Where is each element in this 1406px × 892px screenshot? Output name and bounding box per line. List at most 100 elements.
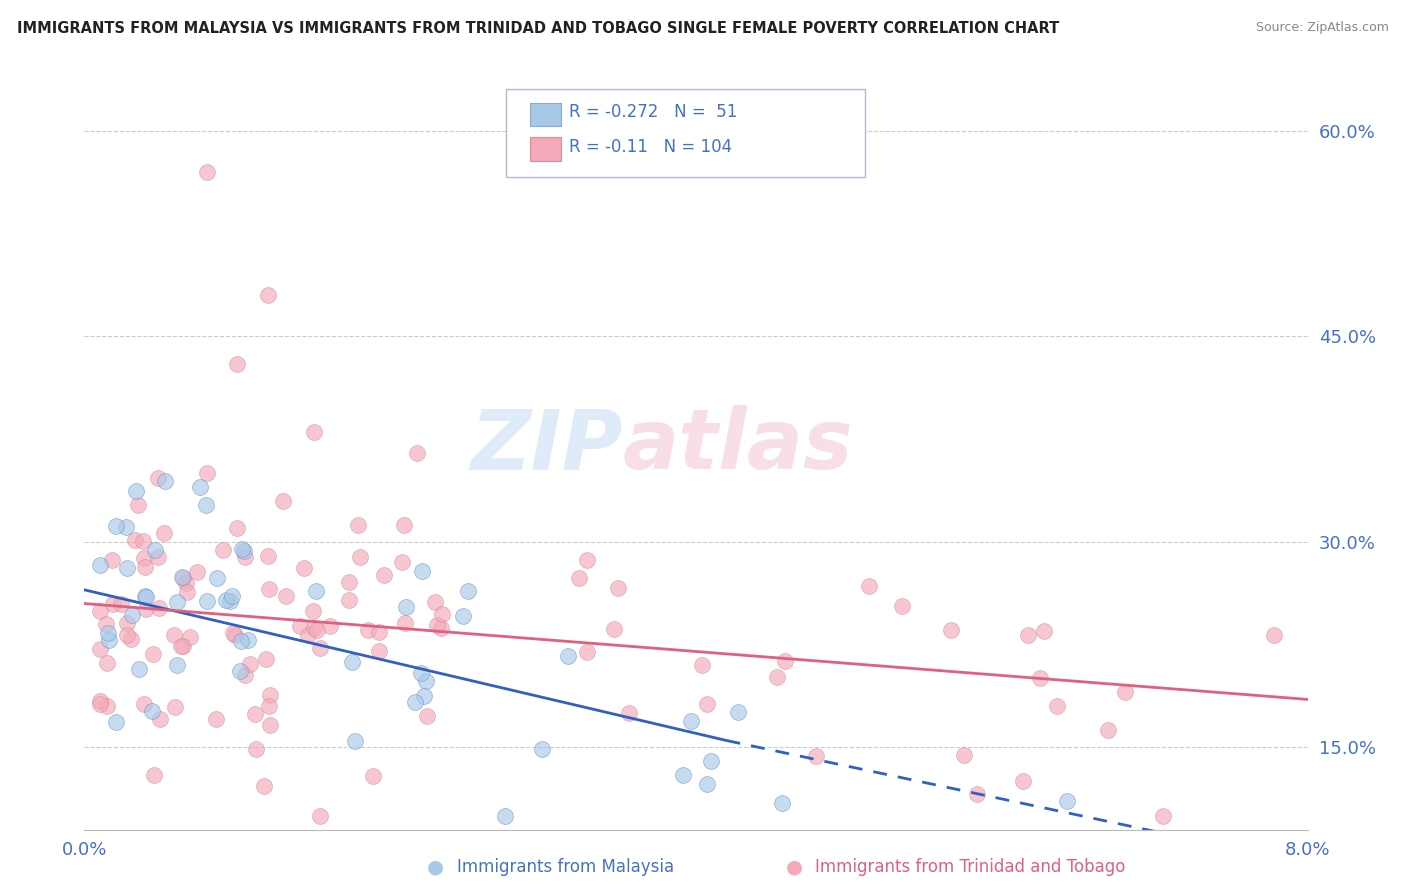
Point xyxy=(966,787,988,801)
Point xyxy=(253,780,276,794)
Point xyxy=(195,498,218,512)
Point xyxy=(373,568,395,582)
Point xyxy=(128,662,150,676)
Point xyxy=(115,560,138,574)
Point xyxy=(163,628,186,642)
Point xyxy=(337,575,360,590)
Point xyxy=(302,425,325,440)
Point xyxy=(94,616,117,631)
Text: atlas: atlas xyxy=(623,406,853,486)
Point xyxy=(221,589,243,603)
Point xyxy=(174,575,197,590)
Point xyxy=(120,632,142,646)
Point xyxy=(211,543,233,558)
Point xyxy=(146,471,169,485)
Point xyxy=(765,670,787,684)
Point xyxy=(939,623,962,637)
Point xyxy=(1017,628,1039,642)
Point xyxy=(308,640,330,655)
Point xyxy=(233,668,256,682)
Text: Source: ZipAtlas.com: Source: ZipAtlas.com xyxy=(1256,21,1389,35)
Point xyxy=(557,648,579,663)
Point xyxy=(148,601,170,615)
Point xyxy=(104,715,127,730)
Text: IMMIGRANTS FROM MALAYSIA VS IMMIGRANTS FROM TRINIDAD AND TOBAGO SINGLE FEMALE PO: IMMIGRANTS FROM MALAYSIA VS IMMIGRANTS F… xyxy=(17,21,1059,37)
Point xyxy=(239,657,262,672)
Point xyxy=(127,498,149,512)
Point xyxy=(176,585,198,599)
Point xyxy=(257,288,280,302)
Point xyxy=(305,624,328,638)
Point xyxy=(231,541,253,556)
Point xyxy=(1046,698,1069,713)
Point xyxy=(890,599,912,613)
Point xyxy=(226,521,249,535)
Point xyxy=(134,560,156,574)
Point xyxy=(197,594,219,608)
Point xyxy=(415,674,437,689)
Point xyxy=(149,712,172,726)
Point xyxy=(411,565,433,579)
Point xyxy=(775,654,797,668)
Point xyxy=(804,749,827,764)
Point xyxy=(257,549,280,563)
Point xyxy=(297,628,319,642)
Point xyxy=(576,645,599,659)
Point xyxy=(101,553,124,567)
Point xyxy=(205,571,228,585)
Point xyxy=(305,583,328,598)
Point xyxy=(132,533,155,548)
Point xyxy=(603,622,626,636)
Point xyxy=(124,533,146,548)
Point xyxy=(141,704,163,718)
Point xyxy=(357,623,380,637)
Point xyxy=(406,446,429,460)
Point xyxy=(531,742,554,756)
Point xyxy=(368,625,391,640)
Text: ●: ● xyxy=(427,857,444,877)
Point xyxy=(494,809,516,823)
Point xyxy=(195,467,218,481)
Point xyxy=(340,655,363,669)
Point xyxy=(195,165,218,179)
Point xyxy=(727,705,749,719)
Point xyxy=(142,647,165,661)
Point xyxy=(1011,773,1033,788)
Point xyxy=(110,597,132,611)
Point xyxy=(271,493,294,508)
Point xyxy=(152,526,174,541)
Point xyxy=(394,615,416,630)
Text: R = -0.11   N = 104: R = -0.11 N = 104 xyxy=(569,138,733,156)
Point xyxy=(1056,795,1078,809)
Point xyxy=(146,549,169,564)
Point xyxy=(172,571,194,585)
Point xyxy=(770,796,793,810)
Point xyxy=(1153,809,1175,823)
Point xyxy=(617,706,640,720)
Point xyxy=(172,639,194,653)
Point xyxy=(953,748,976,763)
Point xyxy=(132,550,155,565)
Point xyxy=(349,549,371,564)
Point xyxy=(219,594,242,608)
Point xyxy=(254,652,277,666)
Point xyxy=(224,628,246,642)
Point xyxy=(274,590,297,604)
Point xyxy=(391,555,413,569)
Point xyxy=(186,565,208,579)
Point xyxy=(121,608,143,623)
Point xyxy=(1263,628,1285,642)
Point xyxy=(134,589,156,603)
Point xyxy=(430,607,453,621)
Point xyxy=(423,595,446,609)
Text: ZIP: ZIP xyxy=(470,406,623,486)
Point xyxy=(1029,672,1052,686)
Point xyxy=(153,474,176,488)
Point xyxy=(1032,624,1054,639)
Point xyxy=(188,480,211,494)
Point xyxy=(98,633,121,648)
Point xyxy=(302,621,325,635)
Point xyxy=(343,734,366,748)
Point xyxy=(135,602,157,616)
Point xyxy=(568,571,591,585)
